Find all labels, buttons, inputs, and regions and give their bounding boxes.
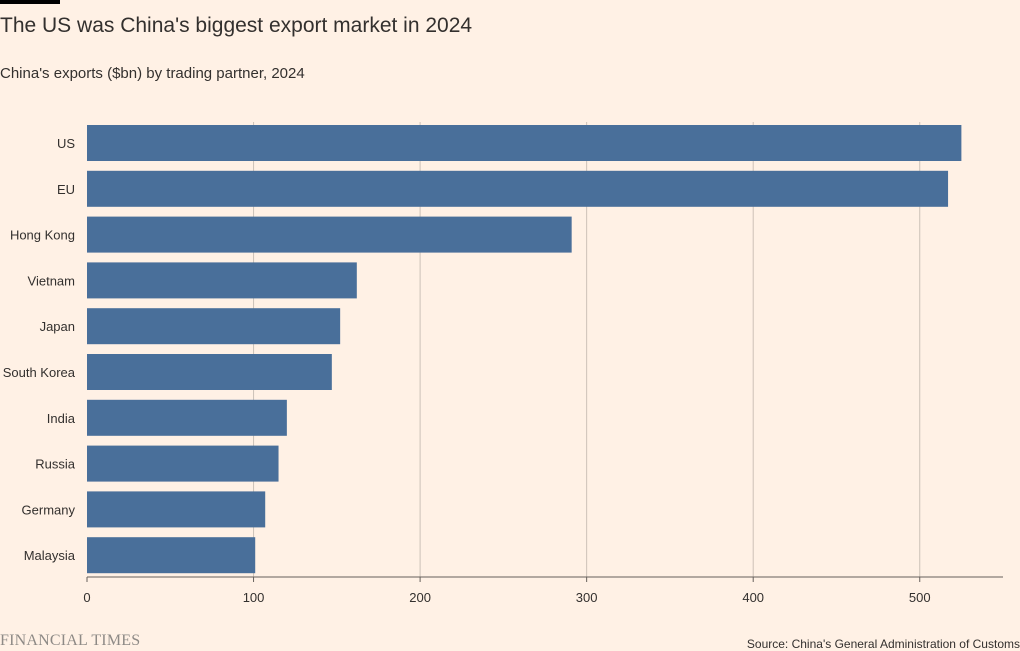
category-label: Germany (22, 502, 76, 517)
bar-vietnam (87, 262, 357, 299)
bar-india (87, 399, 287, 436)
bars (87, 125, 962, 574)
chart-subtitle: China's exports ($bn) by trading partner… (0, 65, 305, 82)
brand-accent-bar (0, 0, 60, 4)
category-label: Vietnam (28, 273, 75, 288)
bar-russia (87, 445, 279, 482)
x-tick-label: 200 (409, 590, 431, 605)
category-labels: US EU Hong Kong Vietnam Japan South Korea Indi… (3, 136, 76, 563)
category-label: Hong Kong (10, 228, 75, 243)
bar-hong-kong (87, 216, 572, 253)
category-label: Russia (35, 457, 76, 472)
x-axis: 0 100 200 300 400 500 (83, 576, 1003, 605)
bar-us (87, 125, 962, 161)
category-label: South Korea (3, 365, 76, 380)
bar-malaysia (87, 537, 256, 574)
category-label: Malaysia (24, 548, 76, 563)
x-tick-label: 100 (243, 590, 265, 605)
category-label: EU (57, 182, 75, 197)
ft-logo: FINANCIAL TIMES (0, 632, 141, 649)
x-tick-label: 300 (576, 590, 598, 605)
category-label: US (57, 136, 75, 151)
source-note: Source: China's General Administration o… (746, 637, 1020, 651)
bar-south-korea (87, 354, 332, 390)
x-tick-label: 0 (83, 590, 90, 605)
bar-germany (87, 491, 266, 528)
bar-eu (87, 170, 949, 207)
bar-japan (87, 308, 341, 345)
chart-title: The US was China's biggest export market… (0, 14, 473, 37)
x-tick-label: 400 (742, 590, 764, 605)
category-label: Japan (40, 319, 75, 334)
x-tick-label: 500 (909, 590, 931, 605)
category-label: India (47, 411, 76, 426)
